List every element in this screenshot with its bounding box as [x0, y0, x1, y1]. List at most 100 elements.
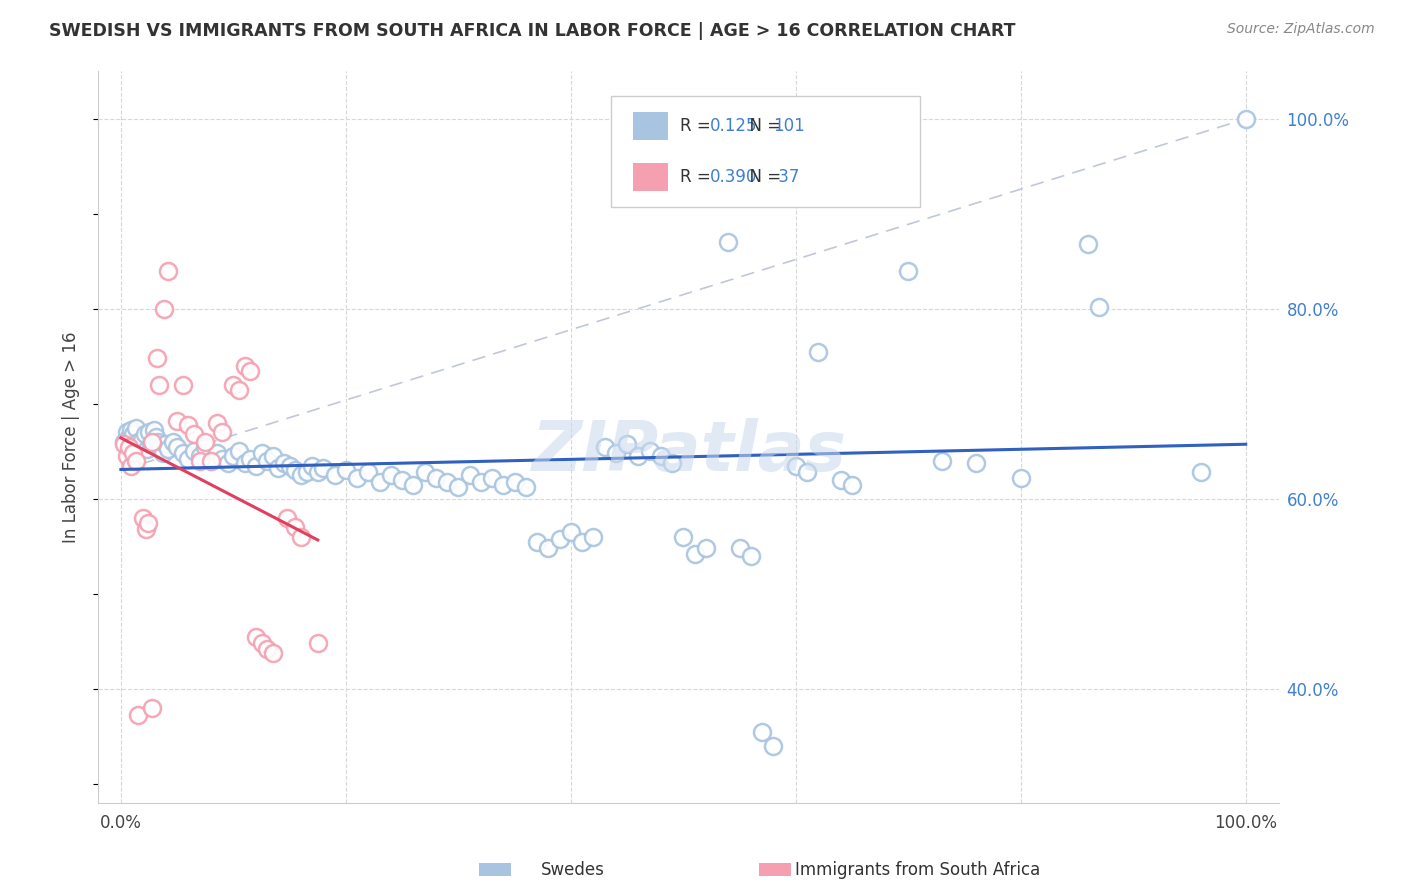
Point [661, 456, 683, 470]
Point [222, 377, 245, 392]
Point [650, 449, 672, 463]
Text: Immigrants from South Africa: Immigrants from South Africa [796, 861, 1040, 879]
Point [436, 475, 458, 489]
Point [307, 465, 329, 479]
Point [582, 530, 605, 544]
Point [134, 427, 156, 442]
Point [157, 442, 180, 457]
Point [751, 724, 773, 739]
Point [211, 425, 233, 440]
Point [245, 458, 267, 473]
Point [135, 442, 157, 457]
Point [560, 524, 582, 539]
Point [146, 434, 169, 449]
Point [188, 449, 211, 463]
Text: N =: N = [740, 117, 786, 136]
Point [194, 440, 217, 454]
Point [284, 463, 307, 477]
Point [222, 449, 245, 463]
Point [841, 477, 863, 491]
Point [307, 636, 329, 650]
Point [138, 425, 160, 440]
Point [127, 434, 149, 449]
Point [290, 468, 312, 483]
Point [256, 641, 278, 656]
Point [228, 383, 250, 397]
Text: Source: ZipAtlas.com: Source: ZipAtlas.com [1227, 22, 1375, 37]
Text: 0.390: 0.390 [710, 169, 756, 186]
Point [267, 461, 290, 475]
Point [166, 440, 188, 454]
Point [122, 427, 145, 442]
Point [1088, 300, 1111, 314]
Point [162, 434, 184, 449]
Point [740, 549, 762, 563]
Point [148, 377, 170, 392]
Point [458, 468, 481, 483]
Y-axis label: In Labor Force | Age > 16: In Labor Force | Age > 16 [62, 331, 80, 543]
Point [897, 264, 920, 278]
Point [323, 468, 346, 483]
Point [295, 465, 318, 479]
Point [124, 454, 146, 468]
Point [965, 456, 987, 470]
Point [492, 477, 515, 491]
Point [115, 449, 138, 463]
Point [233, 456, 256, 470]
Point [120, 424, 142, 438]
Point [177, 417, 200, 432]
Point [145, 430, 167, 444]
Point [233, 359, 256, 373]
Point [200, 454, 222, 468]
Point [503, 475, 526, 489]
Point [526, 534, 548, 549]
Point [301, 458, 323, 473]
Point [273, 456, 295, 470]
Point [183, 427, 205, 442]
Point [127, 708, 149, 723]
Point [638, 444, 661, 458]
Point [672, 530, 695, 544]
Point [177, 451, 200, 466]
Point [931, 454, 953, 468]
Text: SWEDISH VS IMMIGRANTS FROM SOUTH AFRICA IN LABOR FORCE | AGE > 16 CORRELATION CH: SWEDISH VS IMMIGRANTS FROM SOUTH AFRICA … [49, 22, 1015, 40]
Point [200, 454, 222, 468]
Text: ZIPatlas: ZIPatlas [531, 418, 846, 485]
Point [402, 477, 425, 491]
Point [172, 377, 194, 392]
Point [1010, 471, 1032, 485]
Point [368, 475, 391, 489]
Point [129, 440, 152, 454]
Point [256, 454, 278, 468]
Point [413, 465, 436, 479]
Point [1189, 465, 1212, 479]
Point [391, 473, 413, 487]
Point [537, 541, 560, 556]
Point [278, 458, 301, 473]
Point [785, 458, 807, 473]
Point [188, 454, 211, 468]
Text: R =: R = [681, 117, 716, 136]
Point [131, 433, 153, 447]
Point [157, 264, 180, 278]
Point [447, 480, 470, 494]
Point [239, 363, 262, 377]
Point [262, 646, 284, 660]
Point [1234, 112, 1257, 126]
Point [346, 471, 368, 485]
Point [481, 471, 503, 485]
Point [118, 430, 141, 444]
Point [728, 541, 751, 556]
Point [205, 446, 228, 460]
Point [627, 449, 650, 463]
Point [205, 416, 228, 430]
Point [211, 451, 233, 466]
Point [141, 436, 163, 450]
Point [717, 235, 740, 250]
Point [228, 444, 250, 458]
Point [290, 530, 312, 544]
Point [146, 351, 169, 366]
Point [262, 449, 284, 463]
Point [830, 473, 852, 487]
Point [284, 520, 307, 534]
